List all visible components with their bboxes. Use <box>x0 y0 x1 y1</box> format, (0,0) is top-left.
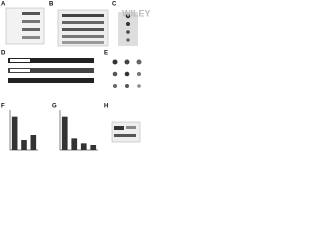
panel-label: G <box>52 104 57 110</box>
panel-label: D <box>1 51 6 57</box>
blot-h <box>111 121 141 143</box>
bar <box>90 145 97 150</box>
watermark: WILEY <box>122 8 150 18</box>
bar <box>80 143 87 150</box>
blot-b <box>57 9 109 47</box>
panel-label: E <box>104 51 108 57</box>
bar <box>61 116 68 150</box>
blot-a <box>5 7 45 45</box>
figure: WILEY A B C D E F G H <box>0 0 150 177</box>
bar <box>21 140 27 150</box>
panel-label: F <box>1 104 5 110</box>
bar <box>11 116 18 150</box>
panel-label: H <box>104 104 108 110</box>
bar <box>30 135 37 150</box>
panel-label: B <box>49 2 54 8</box>
panel-label: A <box>1 2 6 8</box>
schematic-d <box>8 58 94 83</box>
dot-blot-c <box>118 12 138 46</box>
dot-grid-e <box>112 59 142 88</box>
bar <box>71 138 78 150</box>
panel-label: C <box>112 2 117 8</box>
